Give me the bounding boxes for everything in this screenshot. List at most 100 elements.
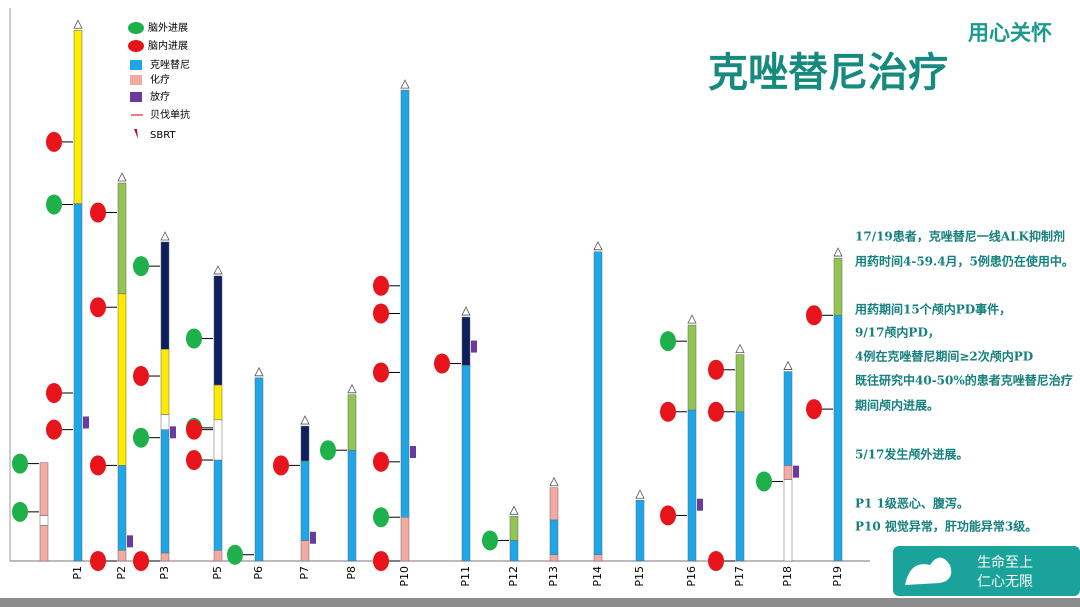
slide-title: 克唑替尼治疗 — [708, 50, 948, 96]
legend-swatch — [134, 129, 138, 139]
ongoing-arrow — [687, 314, 697, 324]
legend-swatch — [130, 92, 142, 102]
event-marker — [133, 366, 149, 387]
x-tick-label: P1 — [71, 566, 84, 580]
bar-segment — [549, 519, 559, 555]
event-marker — [434, 353, 450, 374]
radiotherapy-mark — [410, 445, 416, 458]
bar-segment — [783, 465, 793, 480]
event-marker — [806, 305, 822, 326]
x-tick-label: P12 — [507, 566, 520, 587]
ongoing-arrow — [461, 306, 471, 316]
event-marker — [90, 297, 106, 318]
ongoing-arrow — [735, 343, 745, 353]
event-marker — [12, 453, 28, 474]
legend-swatch — [130, 60, 142, 70]
event-marker — [90, 551, 106, 571]
x-tick-label: P14 — [591, 566, 604, 587]
event-marker — [46, 131, 62, 152]
bar-segment — [400, 516, 410, 562]
footer-bar — [0, 598, 1080, 607]
note-line: 期间颅内进展。 — [855, 398, 939, 413]
legend-label: 脑内进展 — [148, 39, 188, 52]
bar-segment — [213, 550, 223, 562]
ongoing-arrow — [635, 489, 645, 499]
x-tick-label: P17 — [733, 566, 746, 587]
bar-segment — [254, 377, 264, 562]
x-tick-label: P3 — [158, 566, 171, 580]
event-marker — [373, 507, 389, 528]
event-marker — [482, 530, 498, 551]
legend-label: 放疗 — [150, 90, 170, 103]
event-marker — [186, 328, 202, 349]
bar-segment — [687, 409, 697, 562]
bar-segment — [213, 384, 223, 421]
ongoing-arrow — [783, 360, 793, 370]
bar-segment — [117, 465, 127, 551]
note-line: 5/17发生颅外进展。 — [855, 447, 968, 462]
x-tick-label: P16 — [685, 566, 698, 587]
bar-segment — [160, 241, 170, 350]
ongoing-arrow — [73, 19, 83, 29]
radiotherapy-mark — [310, 531, 316, 544]
bar-segment — [73, 203, 83, 562]
radiotherapy-mark — [83, 416, 89, 429]
event-marker — [133, 427, 149, 448]
bar-segment — [833, 257, 843, 316]
bar-segment — [160, 414, 170, 430]
legend-swatch — [128, 40, 144, 52]
event-marker — [660, 331, 676, 352]
note-line: P10 视觉异常，肝功能异常3级。 — [855, 519, 1037, 534]
ongoing-arrow — [347, 383, 357, 394]
event-marker — [46, 383, 62, 404]
x-tick-label: P10 — [398, 566, 411, 587]
ongoing-arrow — [213, 265, 223, 275]
ongoing-arrow — [254, 366, 264, 377]
event-marker — [806, 399, 822, 420]
bar-segment — [300, 425, 310, 462]
x-tick-label: P13 — [547, 566, 560, 587]
note-line: 9/17颅内PD， — [855, 325, 940, 340]
bar-segment — [509, 540, 519, 562]
bar-segment — [160, 348, 170, 415]
event-marker — [133, 256, 149, 277]
bar-segment — [213, 419, 223, 461]
bar-segment — [39, 515, 49, 526]
x-tick-label: P5 — [211, 566, 224, 580]
event-marker — [660, 401, 676, 422]
ongoing-arrow — [833, 247, 843, 257]
event-marker — [373, 451, 389, 472]
bar-segment — [783, 371, 793, 466]
bar-segment — [593, 251, 603, 555]
legend-swatch — [128, 22, 144, 34]
bar-segment — [117, 182, 127, 295]
bar-segment — [549, 554, 559, 562]
x-tick-label: P19 — [831, 566, 844, 587]
bar-segment — [549, 487, 559, 521]
note-line: P1 1级恶心、腹泻。 — [855, 496, 969, 511]
bar-segment — [687, 324, 697, 411]
event-marker — [12, 501, 28, 522]
ongoing-arrow — [400, 79, 410, 89]
bar-segment — [300, 460, 310, 541]
event-marker — [186, 419, 202, 440]
event-marker — [46, 194, 62, 215]
event-marker — [708, 401, 724, 422]
note-line: 用药期间15个颅内PD事件， — [854, 302, 1011, 317]
x-tick-label: P7 — [298, 566, 311, 580]
event-marker — [90, 455, 106, 476]
radiotherapy-mark — [170, 426, 176, 439]
bar-segment — [213, 275, 223, 386]
bar-segment — [400, 89, 410, 518]
legend-label: SBRT — [150, 130, 176, 141]
bar-segment — [160, 429, 170, 554]
bar-segment — [347, 394, 357, 451]
event-marker — [46, 419, 62, 440]
logo-icon — [905, 557, 952, 585]
event-marker — [320, 440, 336, 461]
event-marker — [708, 551, 724, 571]
event-marker — [133, 551, 149, 571]
ongoing-arrow — [549, 476, 559, 487]
bar-segment — [783, 479, 793, 562]
